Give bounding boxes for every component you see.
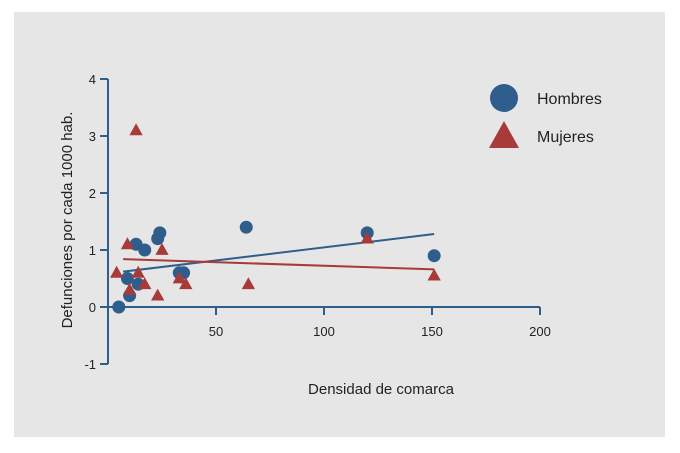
trendlines: [122, 233, 435, 273]
legend: Hombres Mujeres: [489, 84, 602, 148]
point-mujeres: [151, 288, 165, 301]
point-hombres: [427, 249, 441, 263]
trendline-hombres: [122, 233, 435, 273]
point-mujeres: [179, 277, 193, 290]
legend-label-hombres: Hombres: [537, 91, 602, 108]
x-tick-label: 200: [529, 324, 551, 339]
legend-marker-hombres: [490, 84, 518, 112]
point-mujeres: [120, 237, 135, 250]
point-mujeres: [155, 243, 169, 255]
point-hombres: [153, 226, 167, 240]
y-tick-label: 1: [89, 243, 96, 258]
point-mujeres: [131, 265, 145, 278]
point-mujeres: [172, 271, 186, 284]
x-tick-label: 50: [209, 324, 223, 339]
chart-panel: [14, 12, 665, 437]
point-mujeres: [138, 277, 152, 290]
y-tick-label: 4: [89, 72, 96, 87]
x-tick-label: 100: [313, 324, 335, 339]
point-hombres: [112, 300, 126, 314]
y-tick-label: 3: [89, 129, 96, 144]
y-tick-label: 0: [89, 300, 96, 315]
y-tick-label: 2: [89, 186, 96, 201]
point-mujeres: [129, 123, 143, 136]
y-tick-label: -1: [84, 357, 96, 372]
point-mujeres: [427, 268, 441, 281]
y-axis-title: Defunciones por cada 1000 hab.: [59, 112, 76, 329]
point-hombres: [239, 220, 253, 234]
x-tick-label: 150: [421, 324, 443, 339]
point-mujeres: [109, 265, 124, 278]
legend-label-mujeres: Mujeres: [537, 129, 594, 146]
x-axis-title: Densidad de comarca: [308, 381, 455, 398]
point-mujeres: [360, 231, 374, 244]
point-mujeres: [122, 282, 137, 295]
legend-marker-mujeres: [489, 121, 519, 148]
point-hombres: [138, 243, 152, 257]
axes: -1 0 1 2 3 4 50 100 150 200: [84, 72, 550, 372]
point-hombres: [120, 272, 134, 285]
trendline-mujeres: [123, 258, 435, 271]
point-mujeres: [241, 277, 256, 290]
data-points: [109, 123, 441, 314]
